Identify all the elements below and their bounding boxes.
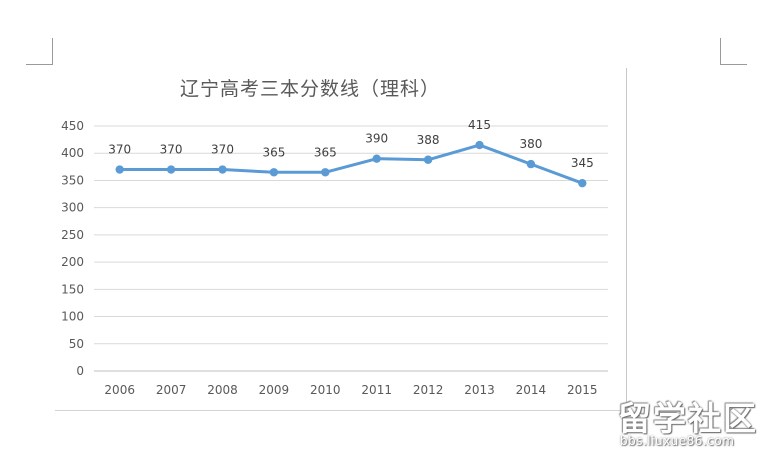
x-tick-label: 2014 [516,383,547,397]
x-tick-label: 2013 [464,383,495,397]
data-point [526,159,536,169]
x-tick-label: 2010 [310,383,341,397]
x-tick-label: 2012 [413,383,444,397]
watermark-url: bbs.liuxue86.com [620,434,735,448]
y-tick-label: 50 [69,337,84,351]
x-tick-label: 2008 [207,383,238,397]
y-tick-label: 450 [61,119,84,133]
chart-title: 辽宁高考三本分数线（理科） [179,78,440,100]
data-point [578,178,587,188]
y-tick-label: 150 [61,282,84,296]
data-point [115,165,124,174]
y-tick-label: 100 [61,310,84,324]
data-point [321,168,330,177]
page-corner-mark-top-right [720,38,747,65]
data-point [423,155,433,164]
y-tick-label: 200 [61,255,84,269]
watermark: 留学社区 bbs.liuxue86.com [612,392,774,454]
data-point [269,168,279,177]
data-label: 390 [365,132,388,146]
data-point [218,165,227,174]
data-point [372,154,381,163]
x-tick-label: 2011 [361,383,392,397]
series-line [118,143,584,185]
data-label: 365 [262,145,285,159]
data-label: 370 [211,143,234,157]
y-tick-label: 250 [61,228,84,242]
y-tick-label: 400 [61,146,84,160]
data-label: 388 [417,133,440,147]
data-label: 370 [160,143,183,157]
data-label: 345 [571,156,594,170]
y-tick-label: 300 [61,201,84,215]
chart-right-border [626,68,627,413]
data-label: 380 [519,137,542,151]
x-tick-label: 2007 [156,383,187,397]
x-tick-label: 2009 [259,383,290,397]
y-tick-label: 350 [61,173,84,187]
data-label: 415 [468,118,491,132]
data-label: 365 [314,145,337,159]
data-point [475,140,484,150]
watermark-logo-text: 留学社区 [618,399,758,438]
chart-bottom-border [55,410,626,411]
data-point [166,165,176,174]
x-tick-label: 2015 [567,383,598,397]
y-tick-label: 0 [76,364,84,378]
data-label: 370 [108,143,131,157]
x-tick-label: 2006 [104,383,135,397]
page-corner-mark-top-left [26,38,53,65]
